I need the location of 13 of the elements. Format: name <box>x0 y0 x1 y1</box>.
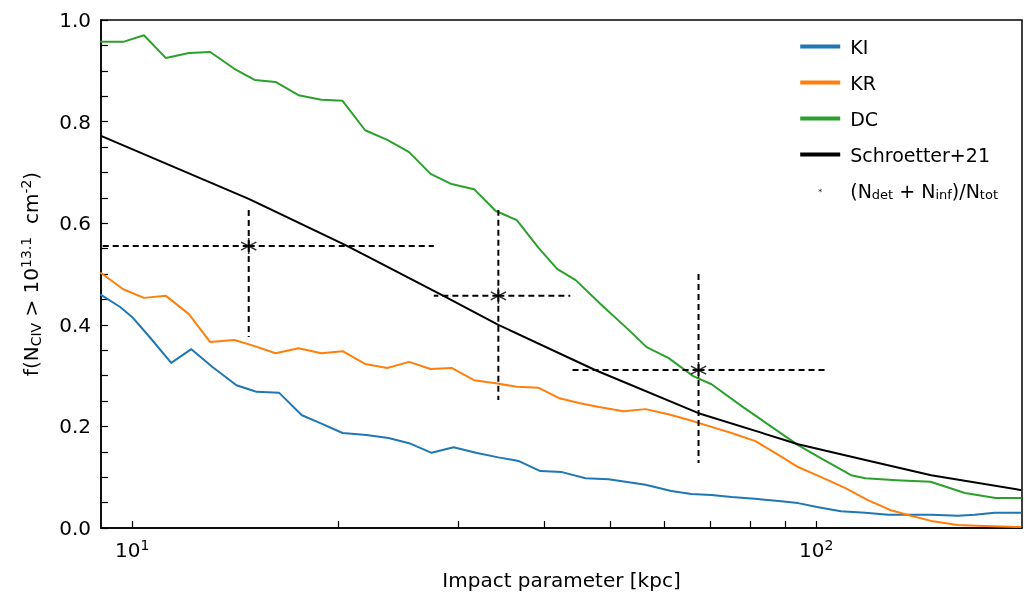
legend-label: DC <box>850 107 879 130</box>
y-tick-label: 0.8 <box>59 109 91 134</box>
legend-label: Schroetter+21 <box>850 143 990 166</box>
legend-label: KI <box>850 35 869 58</box>
y-tick-label: 0.2 <box>59 414 91 439</box>
y-tick-label: 1.0 <box>59 8 91 32</box>
y-tick-label: 0.6 <box>59 211 91 236</box>
x-axis-title: Impact parameter [kpc] <box>442 568 681 592</box>
y-tick-label: 0.0 <box>59 516 91 540</box>
legend-label: KR <box>850 71 876 94</box>
y-axis-title: f(NCIV > 1013.1 cm-2) <box>18 171 44 377</box>
legend-label: (Ndet + Ninf)/Ntot <box>850 179 999 202</box>
y-tick-label: 0.4 <box>59 312 91 337</box>
